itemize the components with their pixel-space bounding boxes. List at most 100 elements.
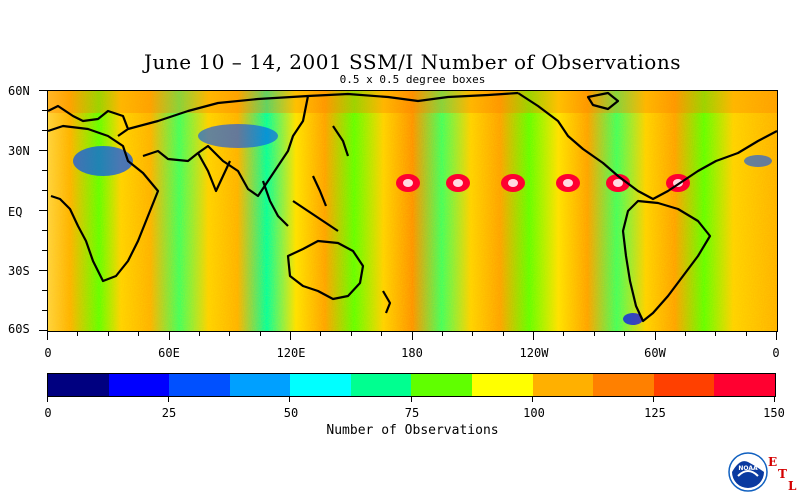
high-obs-patches (396, 174, 690, 192)
axis-tick (42, 190, 47, 191)
japan-outline (332, 125, 350, 157)
lat-label-30s: 30S (8, 264, 30, 278)
axis-tick (42, 290, 47, 291)
se-asia-outline (261, 175, 339, 232)
axis-tick (655, 332, 656, 340)
asia-outline (127, 91, 519, 198)
lon-label-60w: 60W (644, 346, 666, 360)
africa-outline (48, 124, 160, 283)
saturated-patch-core (453, 179, 463, 187)
colorbar-label-125: 125 (644, 406, 666, 420)
observation-map (47, 90, 778, 332)
india-outline (197, 152, 231, 193)
saturated-patch-core (613, 179, 623, 187)
lon-label-0-end: 0 (772, 346, 780, 360)
axis-tick (47, 332, 48, 340)
saturated-patch-core (563, 179, 573, 187)
colorbar-label-25: 25 (161, 406, 177, 420)
axis-tick (472, 332, 473, 336)
axis-tick (39, 90, 47, 91)
axis-tick (39, 210, 47, 211)
axis-tick (42, 250, 47, 251)
colorbar-segment (532, 374, 594, 396)
lat-label-60n: 60N (8, 84, 30, 98)
lat-label-eq: EQ (8, 205, 23, 219)
map-canvas (48, 91, 777, 331)
saturated-patch-core (508, 179, 518, 187)
colorbar-segment (169, 374, 230, 396)
axis-tick (47, 396, 48, 402)
australia-outline (286, 239, 365, 301)
lon-label-60e: 60E (158, 346, 180, 360)
axis-tick (320, 332, 321, 336)
axis-tick (532, 396, 533, 402)
axis-tick (39, 270, 47, 271)
axis-tick (42, 310, 47, 311)
axis-tick (715, 332, 716, 336)
axis-tick (42, 110, 47, 111)
south-america-outline (621, 199, 712, 323)
axis-tick (624, 332, 625, 336)
europe-outline (48, 104, 130, 137)
saturated-patch-core (403, 179, 413, 187)
colorbar-segment (714, 374, 775, 396)
colorbar-label-50: 50 (283, 406, 299, 420)
coastlines (48, 91, 777, 323)
colorbar-segment (411, 374, 473, 396)
colorbar-label-150: 150 (763, 406, 785, 420)
noaa-logo-icon: NOAA (728, 452, 768, 492)
colorbar-title: Number of Observations (326, 423, 499, 438)
axis-tick (229, 332, 230, 336)
axis-tick (199, 332, 200, 336)
colorbar (47, 373, 776, 397)
axis-tick (563, 332, 564, 336)
axis-tick (503, 332, 504, 336)
axis-tick (168, 396, 169, 402)
noaa-logo-text: NOAA (738, 465, 758, 472)
colorbar-segment (108, 374, 170, 396)
axis-tick (290, 332, 291, 340)
axis-tick (381, 332, 382, 336)
lon-label-120w: 120W (519, 346, 549, 360)
etl-letter-t: T (778, 467, 787, 481)
axis-tick (412, 332, 413, 340)
lat-label-30n: 30N (8, 144, 30, 158)
low-obs-sahara (73, 146, 133, 176)
axis-tick (138, 332, 139, 336)
axis-tick (108, 332, 109, 336)
north-high-band (48, 91, 777, 113)
axis-tick (533, 332, 534, 340)
axis-tick (42, 130, 47, 131)
low-obs-himalaya (198, 124, 278, 148)
axis-tick (169, 332, 170, 340)
etl-letter-e: E (768, 455, 778, 469)
lon-label-0: 0 (44, 346, 52, 360)
axis-tick (77, 332, 78, 336)
north-america-outline (517, 92, 777, 201)
axis-tick (289, 396, 290, 402)
axis-tick (42, 170, 47, 171)
colorbar-segment (350, 374, 412, 396)
colorbar-segment (229, 374, 291, 396)
axis-tick (774, 396, 775, 402)
lon-label-120e: 120E (276, 346, 306, 360)
nz-outline (382, 290, 392, 314)
colorbar-segment (593, 374, 654, 396)
axis-tick (39, 330, 47, 331)
low-obs-east (744, 155, 772, 167)
map-subtitle: 0.5 x 0.5 degree boxes (339, 73, 486, 86)
axis-tick (42, 230, 47, 231)
axis-tick (411, 396, 412, 402)
axis-tick (442, 332, 443, 336)
map-title: June 10 – 14, 2001 SSM/I Number of Obser… (144, 50, 681, 74)
axis-tick (685, 332, 686, 336)
axis-tick (594, 332, 595, 336)
colorbar-segment (472, 374, 533, 396)
axis-tick (260, 332, 261, 336)
colorbar-label-100: 100 (523, 406, 545, 420)
axis-tick (746, 332, 747, 336)
axis-tick (39, 150, 47, 151)
colorbar-segment (48, 374, 109, 396)
etl-letter-l: L (788, 479, 797, 493)
colorbar-label-0: 0 (44, 406, 52, 420)
